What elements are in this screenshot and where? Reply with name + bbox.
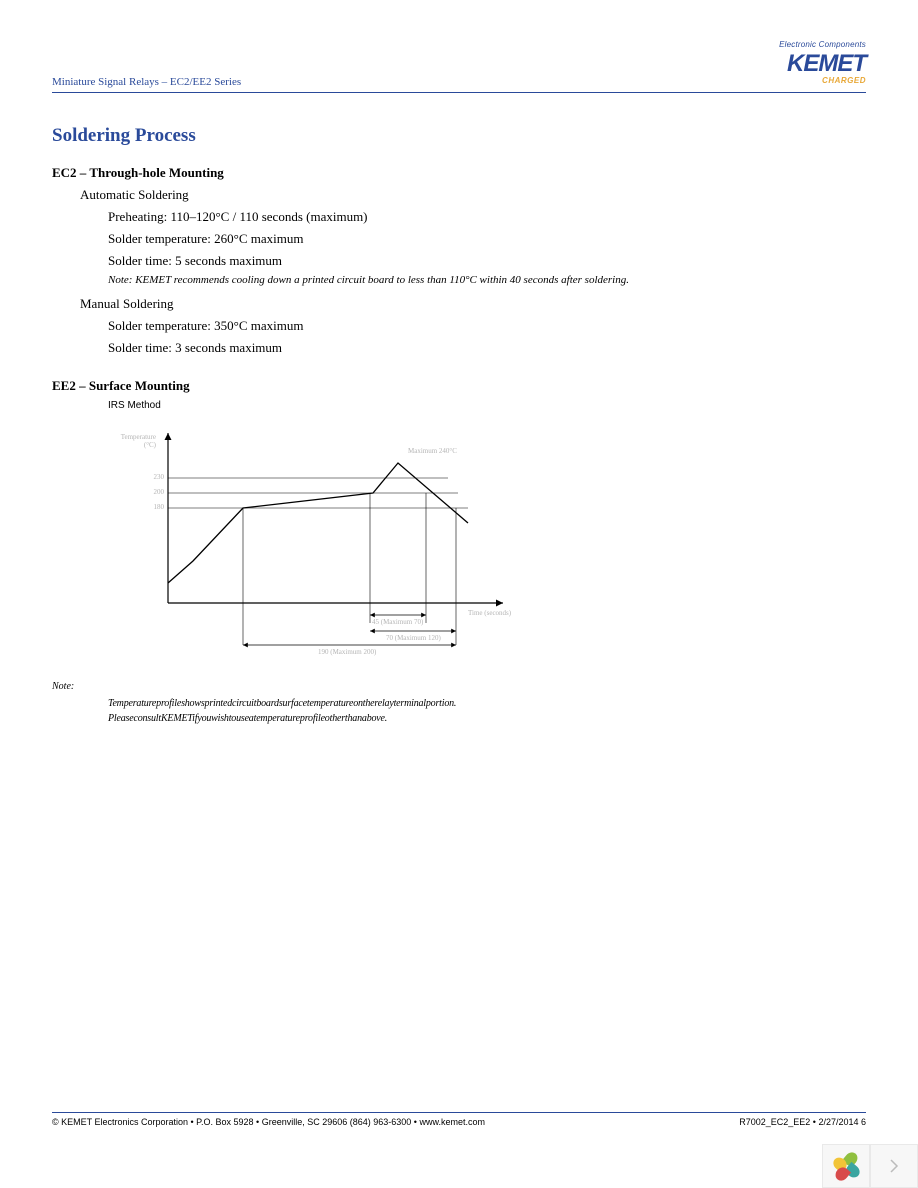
header-divider xyxy=(52,92,866,93)
ee2-heading: EE2 – Surface Mounting xyxy=(52,378,866,394)
header-title: Miniature Signal Relays – EC2/EE2 Series xyxy=(52,76,241,90)
logo-main-text: KEMET xyxy=(787,50,866,78)
y-tick-label: 200 xyxy=(148,488,164,496)
x-axis-label: Time (seconds) xyxy=(468,609,511,617)
kemet-logo: Electronic Components KEMET CHARGED xyxy=(736,40,866,90)
logo-tagline-bottom: CHARGED xyxy=(822,76,866,85)
y-tick-label: 180 xyxy=(148,503,164,511)
ec2-heading: EC2 – Through-hole Mounting xyxy=(52,165,866,181)
footer-right: R7002_EC2_EE2 • 2/27/2014 6 xyxy=(739,1117,866,1127)
solder-temp-text: Solder temperature: 260°C maximum xyxy=(108,231,866,247)
chevron-right-icon[interactable] xyxy=(870,1144,918,1188)
dimension-label: 45 (Maximum 70) xyxy=(372,618,423,626)
peak-label: Maximum 240°C xyxy=(408,447,457,455)
manual-temp-text: Solder temperature: 350°C maximum xyxy=(108,318,866,334)
reflow-profile-chart: Temperature(°C) 230200180Maximum 240°CTi… xyxy=(108,423,528,663)
footer-divider xyxy=(52,1112,866,1113)
corner-widget[interactable] xyxy=(822,1144,918,1188)
solder-time-text: Solder time: 5 seconds maximum xyxy=(108,253,866,269)
section-title: Soldering Process xyxy=(52,125,866,147)
manual-time-text: Solder time: 3 seconds maximum xyxy=(108,340,866,356)
y-tick-label: 230 xyxy=(148,473,164,481)
logo-tagline-top: Electronic Components xyxy=(779,40,866,49)
chart-svg xyxy=(108,423,528,663)
dimension-label: 190 (Maximum 200) xyxy=(318,648,376,656)
manual-soldering-heading: Manual Soldering xyxy=(80,296,866,312)
page-header: Miniature Signal Relays – EC2/EE2 Series… xyxy=(52,38,866,90)
page-footer: © KEMET Electronics Corporation • P.O. B… xyxy=(52,1112,866,1127)
irs-method-label: IRS Method xyxy=(108,400,866,411)
ec2-note: Note: KEMET recommends cooling down a pr… xyxy=(108,274,866,286)
note-body: Temperatureprofileshowsprintedcircuitboa… xyxy=(108,696,866,726)
auto-soldering-heading: Automatic Soldering xyxy=(80,187,866,203)
note-line-1: Temperatureprofileshowsprintedcircuitboa… xyxy=(108,698,456,709)
preheating-text: Preheating: 110–120°C / 110 seconds (max… xyxy=(108,209,866,225)
dimension-label: 70 (Maximum 120) xyxy=(386,634,441,642)
note-line-2: PleaseconsultKEMETifyouwishtouseatempera… xyxy=(108,713,387,724)
note-label: Note: xyxy=(52,681,866,692)
pinwheel-icon[interactable] xyxy=(822,1144,870,1188)
footer-left: © KEMET Electronics Corporation • P.O. B… xyxy=(52,1117,485,1127)
